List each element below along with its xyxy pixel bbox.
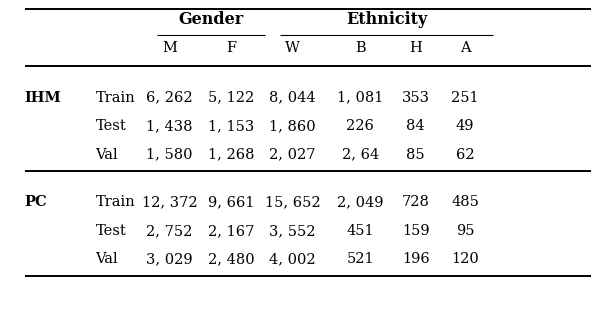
- Text: IHM: IHM: [25, 91, 62, 105]
- Text: 62: 62: [456, 148, 474, 162]
- Text: 3, 029: 3, 029: [146, 252, 193, 266]
- Text: 1, 081: 1, 081: [337, 91, 384, 105]
- Text: Ethnicity: Ethnicity: [346, 11, 427, 28]
- Text: 1, 580: 1, 580: [146, 148, 193, 162]
- Text: 353: 353: [402, 91, 430, 105]
- Text: Val: Val: [95, 148, 118, 162]
- Text: 451: 451: [347, 224, 374, 238]
- Text: PC: PC: [25, 195, 47, 209]
- Text: 521: 521: [347, 252, 374, 266]
- Text: Test: Test: [95, 119, 126, 133]
- Text: A: A: [460, 41, 471, 55]
- Text: 49: 49: [456, 119, 474, 133]
- Text: 1, 438: 1, 438: [146, 119, 193, 133]
- Text: Test: Test: [95, 224, 126, 238]
- Text: 12, 372: 12, 372: [142, 195, 197, 209]
- Text: 5, 122: 5, 122: [208, 91, 254, 105]
- Text: 251: 251: [452, 91, 479, 105]
- Text: 196: 196: [402, 252, 430, 266]
- Text: B: B: [355, 41, 366, 55]
- Text: 95: 95: [456, 224, 474, 238]
- Text: 2, 049: 2, 049: [337, 195, 384, 209]
- Text: Train: Train: [95, 91, 136, 105]
- Text: M: M: [162, 41, 177, 55]
- Text: F: F: [226, 41, 236, 55]
- Text: Gender: Gender: [179, 11, 243, 28]
- Text: 2, 167: 2, 167: [208, 224, 254, 238]
- Text: 485: 485: [451, 195, 479, 209]
- Text: 84: 84: [407, 119, 425, 133]
- Text: 2, 027: 2, 027: [269, 148, 316, 162]
- Text: Train: Train: [95, 195, 136, 209]
- Text: 1, 860: 1, 860: [269, 119, 316, 133]
- Text: 8, 044: 8, 044: [269, 91, 316, 105]
- Text: 85: 85: [407, 148, 425, 162]
- Text: 159: 159: [402, 224, 429, 238]
- Text: 728: 728: [402, 195, 430, 209]
- Text: 2, 64: 2, 64: [342, 148, 379, 162]
- Text: 9, 661: 9, 661: [208, 195, 254, 209]
- Text: 120: 120: [451, 252, 479, 266]
- Text: 2, 752: 2, 752: [146, 224, 193, 238]
- Text: 1, 268: 1, 268: [208, 148, 254, 162]
- Text: Val: Val: [95, 252, 118, 266]
- Text: 3, 552: 3, 552: [269, 224, 316, 238]
- Text: 1, 153: 1, 153: [208, 119, 254, 133]
- Text: 15, 652: 15, 652: [265, 195, 320, 209]
- Text: W: W: [285, 41, 300, 55]
- Text: 226: 226: [346, 119, 375, 133]
- Text: 2, 480: 2, 480: [208, 252, 254, 266]
- Text: 6, 262: 6, 262: [146, 91, 193, 105]
- Text: H: H: [410, 41, 422, 55]
- Text: 4, 002: 4, 002: [269, 252, 316, 266]
